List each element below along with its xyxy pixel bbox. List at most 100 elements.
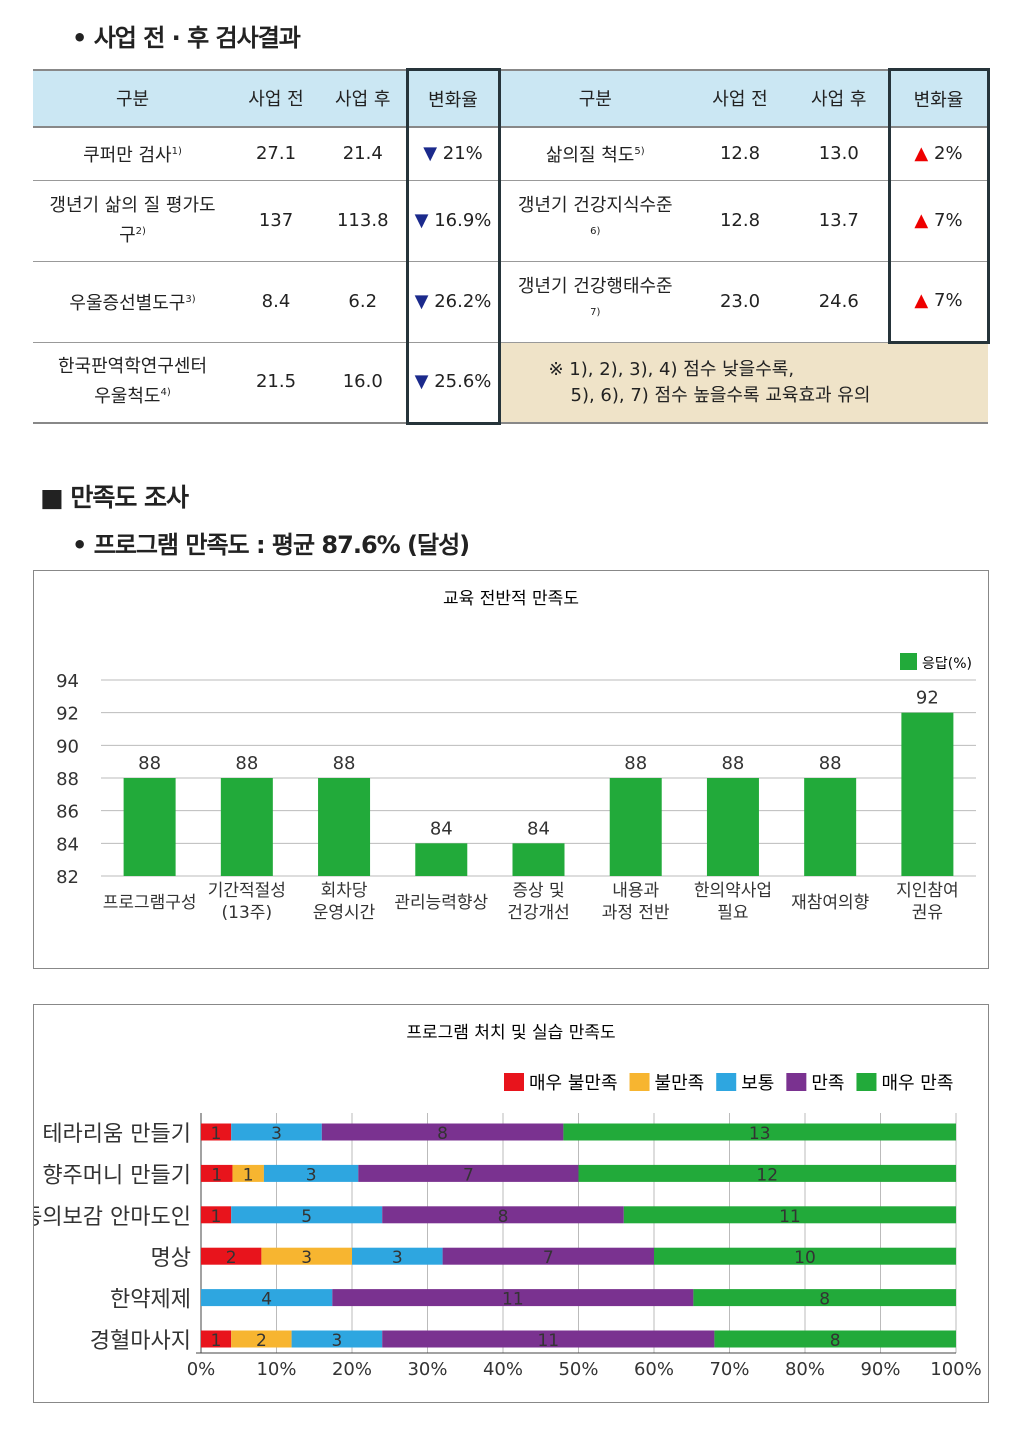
y-tick-label: 명상 bbox=[151, 1246, 191, 1271]
y-tick-label: 90 bbox=[56, 736, 79, 757]
bar bbox=[220, 778, 273, 876]
data-label: 11 bbox=[537, 1331, 559, 1351]
down-triangle-icon: ▼ bbox=[423, 142, 438, 164]
table-row: 우울증선별도구3) 8.4 6.2 ▼ 26.2% 갱년기 건강행태수준7) 23… bbox=[33, 261, 990, 344]
x-tick-label: 프로그램구성 bbox=[103, 893, 197, 913]
bar-segment bbox=[231, 1330, 292, 1348]
value-before: 21.5 bbox=[232, 342, 320, 424]
data-label: 88 bbox=[333, 753, 356, 774]
data-label: 3 bbox=[392, 1248, 403, 1268]
legend-swatch bbox=[629, 1073, 650, 1091]
bar-segment bbox=[263, 1164, 359, 1182]
data-label: 88 bbox=[819, 753, 842, 774]
data-label: 7 bbox=[543, 1248, 554, 1268]
header-category: 구분 bbox=[33, 68, 232, 128]
x-tick-label: 건강개선 bbox=[507, 903, 570, 923]
x-tick-label: 한의약사업 bbox=[694, 881, 772, 901]
value-before: 137 bbox=[232, 180, 320, 262]
row-category: 갱년기 건강지식수준6) bbox=[499, 180, 690, 262]
x-tick-label: 내용과 bbox=[612, 881, 659, 901]
data-label: 10 bbox=[794, 1248, 816, 1268]
data-label: 12 bbox=[756, 1165, 778, 1185]
y-tick-label: 92 bbox=[56, 704, 79, 725]
x-tick-label: 50% bbox=[558, 1359, 598, 1380]
x-tick-label: 80% bbox=[785, 1359, 825, 1380]
bar bbox=[901, 712, 954, 876]
x-tick-label: 재참여의향 bbox=[791, 893, 869, 913]
overall-satisfaction-chart: 교육 전반적 만족도 82 84 86 88 90 92 94 88 프로그램구성 88 기간적절성(… bbox=[33, 570, 989, 969]
data-label: 88 bbox=[721, 753, 744, 774]
data-label: 8 bbox=[819, 1290, 830, 1310]
bar-segment bbox=[654, 1247, 956, 1265]
value-before: 8.4 bbox=[232, 261, 320, 343]
table-row: 한국판역학연구센터 우울척도4) 21.5 16.0 ▼ 25.6% ※ 1), … bbox=[33, 342, 988, 425]
row-category: 한국판역학연구센터 우울척도4) bbox=[33, 342, 232, 424]
change-rate: ▼ 16.9% bbox=[405, 180, 501, 262]
bar-segment bbox=[231, 1206, 383, 1224]
bar-segment bbox=[201, 1289, 333, 1307]
row-name: 한국판역학연구센터 우울척도 bbox=[57, 356, 208, 408]
x-tick-label: 40% bbox=[483, 1359, 523, 1380]
section-title-satisfaction: ■ 만족도 조사 bbox=[40, 483, 189, 512]
chart-title: 프로그램 처치 및 실습 만족도 bbox=[406, 1023, 615, 1043]
bar-segment bbox=[714, 1330, 956, 1348]
x-tick-label: 필요 bbox=[717, 903, 748, 923]
data-label: 1 bbox=[211, 1207, 222, 1227]
y-tick-label: 동의보감 안마도인 bbox=[34, 1205, 191, 1230]
row-category: 우울증선별도구3) bbox=[33, 261, 232, 343]
bar-segment bbox=[321, 1123, 564, 1141]
x-tick-label: 60% bbox=[634, 1359, 674, 1380]
value-before: 12.8 bbox=[690, 180, 790, 262]
down-triangle-icon: ▼ bbox=[414, 371, 429, 392]
legend-label: 보통 bbox=[741, 1073, 774, 1094]
header-change: 변화율 bbox=[887, 68, 990, 128]
x-tick-label: 10% bbox=[256, 1359, 296, 1380]
value-after: 13.7 bbox=[790, 180, 889, 262]
change-rate: ▲ 7% bbox=[887, 261, 990, 344]
bar-segment bbox=[201, 1123, 232, 1141]
value-after: 13.0 bbox=[790, 127, 889, 181]
row-category: 갱년기 건강행태수준7) bbox=[499, 261, 690, 343]
legend-label: 만족 bbox=[811, 1073, 844, 1094]
data-label: 7 bbox=[463, 1165, 474, 1185]
legend-swatch bbox=[900, 653, 917, 670]
row-category: 삶의질 척도5) bbox=[499, 127, 690, 181]
bar bbox=[512, 843, 565, 876]
bar-segment bbox=[291, 1330, 383, 1348]
x-tick-label: 기간적절성 bbox=[208, 881, 286, 901]
section-title-test-results: • 사업 전 · 후 검사결과 bbox=[72, 24, 301, 52]
value-after: 24.6 bbox=[790, 261, 889, 343]
up-triangle-icon: ▲ bbox=[914, 142, 929, 164]
bar-segment bbox=[352, 1247, 443, 1265]
down-triangle-icon: ▼ bbox=[414, 290, 429, 312]
data-label: 4 bbox=[261, 1290, 272, 1310]
down-triangle-icon: ▼ bbox=[414, 209, 429, 231]
x-tick-label: 0% bbox=[187, 1359, 216, 1380]
value-before: 12.8 bbox=[690, 127, 790, 181]
bar bbox=[123, 778, 176, 876]
y-tick-label: 94 bbox=[56, 671, 79, 692]
bar-segment bbox=[693, 1289, 956, 1307]
value-after: 16.0 bbox=[320, 342, 407, 424]
x-tick-label: 운영시간 bbox=[313, 903, 376, 923]
test-results-table: 구분 사업 전 사업 후 변화율 구분 사업 전 사업 후 변화율 쿠퍼만 검사… bbox=[33, 68, 990, 425]
legend-label: 매우 만족 bbox=[881, 1073, 953, 1094]
value-before: 23.0 bbox=[690, 261, 790, 343]
up-triangle-icon: ▲ bbox=[914, 209, 929, 231]
data-label: 8 bbox=[830, 1331, 841, 1351]
header-change: 변화율 bbox=[405, 68, 501, 128]
legend-swatch bbox=[856, 1073, 877, 1091]
header-before: 사업 전 bbox=[690, 68, 790, 128]
bar-segment bbox=[623, 1206, 956, 1224]
data-label: 3 bbox=[271, 1124, 282, 1144]
row-category: 쿠퍼만 검사1) bbox=[33, 127, 232, 181]
bar-segment bbox=[332, 1289, 694, 1307]
data-label: 8 bbox=[437, 1124, 448, 1144]
data-label: 3 bbox=[306, 1165, 317, 1185]
change-rate: ▲ 2% bbox=[887, 127, 990, 181]
x-tick-label: (13주) bbox=[222, 903, 273, 923]
table-row: 갱년기 삶의 질 평가도구2) 137 113.8 ▼ 16.9% 갱년기 건강지… bbox=[33, 180, 990, 262]
x-tick-label: 20% bbox=[332, 1359, 372, 1380]
header-category: 구분 bbox=[499, 68, 690, 128]
value-after: 6.2 bbox=[320, 261, 407, 343]
